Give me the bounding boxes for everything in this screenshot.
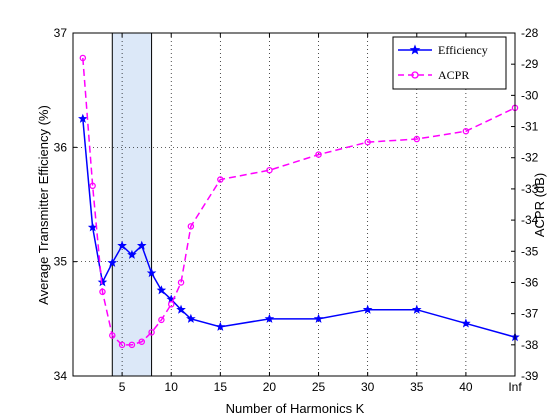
data-point-acpr [364, 138, 371, 146]
x-tick-label: 25 [312, 380, 326, 394]
series-layer [78, 54, 520, 349]
data-point-acpr [177, 279, 185, 286]
x-axis-label: Number of Harmonics K [226, 401, 365, 416]
y-axis-right-label: ACPR (dB) [532, 173, 547, 237]
x-tick-label: 40 [459, 380, 473, 394]
highlight-region-layer [111, 32, 153, 377]
data-point-acpr [89, 182, 96, 190]
y-right-tick-label: -36 [521, 275, 539, 289]
y-right-tick-label: -35 [521, 244, 539, 258]
legend-efficiency-marker [409, 44, 421, 55]
data-point-acpr [138, 338, 146, 345]
y-right-tick-label: -29 [521, 57, 539, 71]
data-point-efficiency [411, 304, 422, 314]
y-right-tick-label: -32 [521, 151, 539, 165]
legend-efficiency-label: Efficiency [438, 43, 488, 57]
data-point-efficiency [107, 257, 118, 267]
data-point-efficiency [176, 304, 186, 314]
x-tick-label: 20 [263, 380, 277, 394]
y-right-tick-label: -28 [521, 26, 539, 40]
data-point-efficiency [156, 285, 167, 295]
y-right-tick-label: -34 [521, 213, 539, 227]
legend-acpr-marker [411, 71, 419, 79]
data-point-acpr [167, 301, 175, 308]
x-tick-label: Inf [508, 380, 522, 394]
series-line-acpr [82, 57, 516, 346]
data-point-efficiency [78, 113, 88, 123]
data-point-efficiency [186, 313, 196, 323]
legend-box [392, 36, 507, 90]
data-point-acpr [118, 341, 126, 349]
data-point-acpr [315, 151, 322, 158]
grid-layer [73, 33, 515, 376]
data-point-acpr [413, 135, 421, 143]
data-point-acpr [266, 166, 273, 174]
data-point-efficiency [215, 321, 226, 331]
data-point-efficiency [313, 313, 324, 323]
data-point-acpr [128, 341, 136, 349]
x-tick-label: 35 [410, 380, 424, 394]
data-point-acpr [99, 288, 106, 296]
data-point-efficiency [117, 240, 127, 250]
y-left-tick-label: 35 [54, 255, 68, 269]
y-left-tick-label: 37 [54, 26, 68, 40]
legend: Efficiency ACPR [392, 36, 507, 90]
x-tick-label: 30 [361, 380, 375, 394]
data-point-efficiency [136, 240, 147, 250]
legend-acpr-label: ACPR [438, 68, 469, 82]
data-point-acpr [148, 329, 155, 336]
x-tick-label: 5 [119, 380, 126, 394]
y-right-tick-label: -33 [521, 182, 539, 196]
data-point-acpr [187, 223, 195, 230]
y-left-tick-label: 34 [54, 369, 68, 383]
y-axis-left-label: Average Transmitter Efficiency (%) [36, 105, 51, 305]
x-tick-label: 15 [214, 380, 228, 394]
plot-frame [72, 32, 516, 377]
axis-layer: 5 10 15 20 25 30 35 40 Inf 34 35 36 37 -39 -38 -37 -36 -3… [54, 26, 539, 394]
y-right-tick-label: -31 [521, 120, 539, 134]
data-point-acpr [462, 127, 470, 135]
data-point-acpr [158, 316, 165, 324]
data-point-acpr [109, 332, 116, 339]
y-right-tick-label: -37 [521, 307, 539, 321]
data-point-efficiency [461, 318, 471, 328]
data-point-acpr [79, 54, 87, 62]
highlight-region [111, 32, 153, 377]
data-point-efficiency [146, 268, 157, 278]
data-point-efficiency [362, 304, 373, 314]
data-point-efficiency [127, 249, 137, 259]
y-left-tick-label: 36 [54, 140, 68, 154]
data-point-efficiency [264, 313, 275, 323]
y-right-tick-label: -38 [521, 338, 539, 352]
y-right-tick-label: -39 [521, 369, 539, 383]
y-right-tick-label: -30 [521, 88, 539, 102]
x-tick-label: 10 [165, 380, 179, 394]
data-point-acpr [217, 176, 224, 183]
